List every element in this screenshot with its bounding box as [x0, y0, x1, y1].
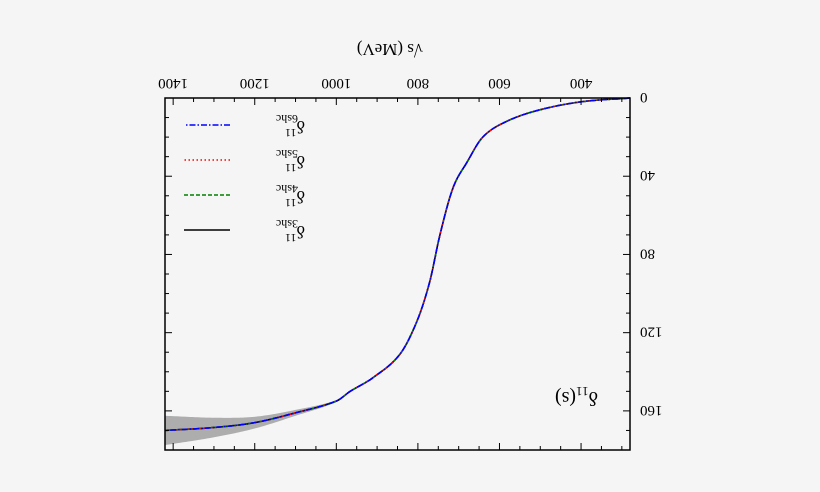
series-line-4shc — [164, 97, 631, 432]
legend-symbol: δ — [297, 187, 305, 207]
x-tick-label: 1000 — [321, 75, 351, 91]
legend-symbol: δ — [297, 152, 305, 172]
legend-sup: 11 — [285, 231, 297, 245]
series-line-6shc — [164, 97, 631, 432]
legend-label-3shc: δ113shc — [276, 217, 305, 245]
y-tick-label: 80 — [640, 245, 655, 261]
series-line-5shc — [164, 97, 631, 432]
x-tick-label: 400 — [570, 75, 593, 91]
x-tick-label: 1400 — [158, 75, 188, 91]
legend-sub: 4shc — [276, 182, 298, 196]
legend-sup: 11 — [285, 161, 297, 175]
legend-sub: 3shc — [276, 217, 298, 231]
legend-sub: 5shc — [276, 147, 298, 161]
y-tick-label: 160 — [640, 402, 663, 418]
legend-label-6shc: δ116shc — [276, 112, 305, 140]
legend-label-4shc: δ114shc — [276, 182, 305, 210]
chart-annotation: δ11(s) — [555, 384, 598, 409]
y-tick-label: 0 — [640, 89, 648, 105]
y-tick-label: 40 — [640, 167, 655, 183]
legend-sub: 6shc — [276, 112, 298, 126]
legend-symbol: δ — [297, 117, 305, 137]
legend-label-5shc: δ115shc — [276, 147, 305, 175]
legend-sup: 11 — [285, 196, 297, 210]
legend-symbol: δ — [297, 222, 305, 242]
series-line-3shc — [164, 97, 631, 432]
x-tick-label: 800 — [407, 75, 430, 91]
x-axis-label: √s (MeV) — [357, 40, 423, 59]
legend-sup: 11 — [285, 126, 297, 140]
x-tick-label: 1200 — [240, 75, 270, 91]
y-tick-label: 120 — [640, 324, 663, 340]
x-tick-label: 600 — [488, 75, 511, 91]
